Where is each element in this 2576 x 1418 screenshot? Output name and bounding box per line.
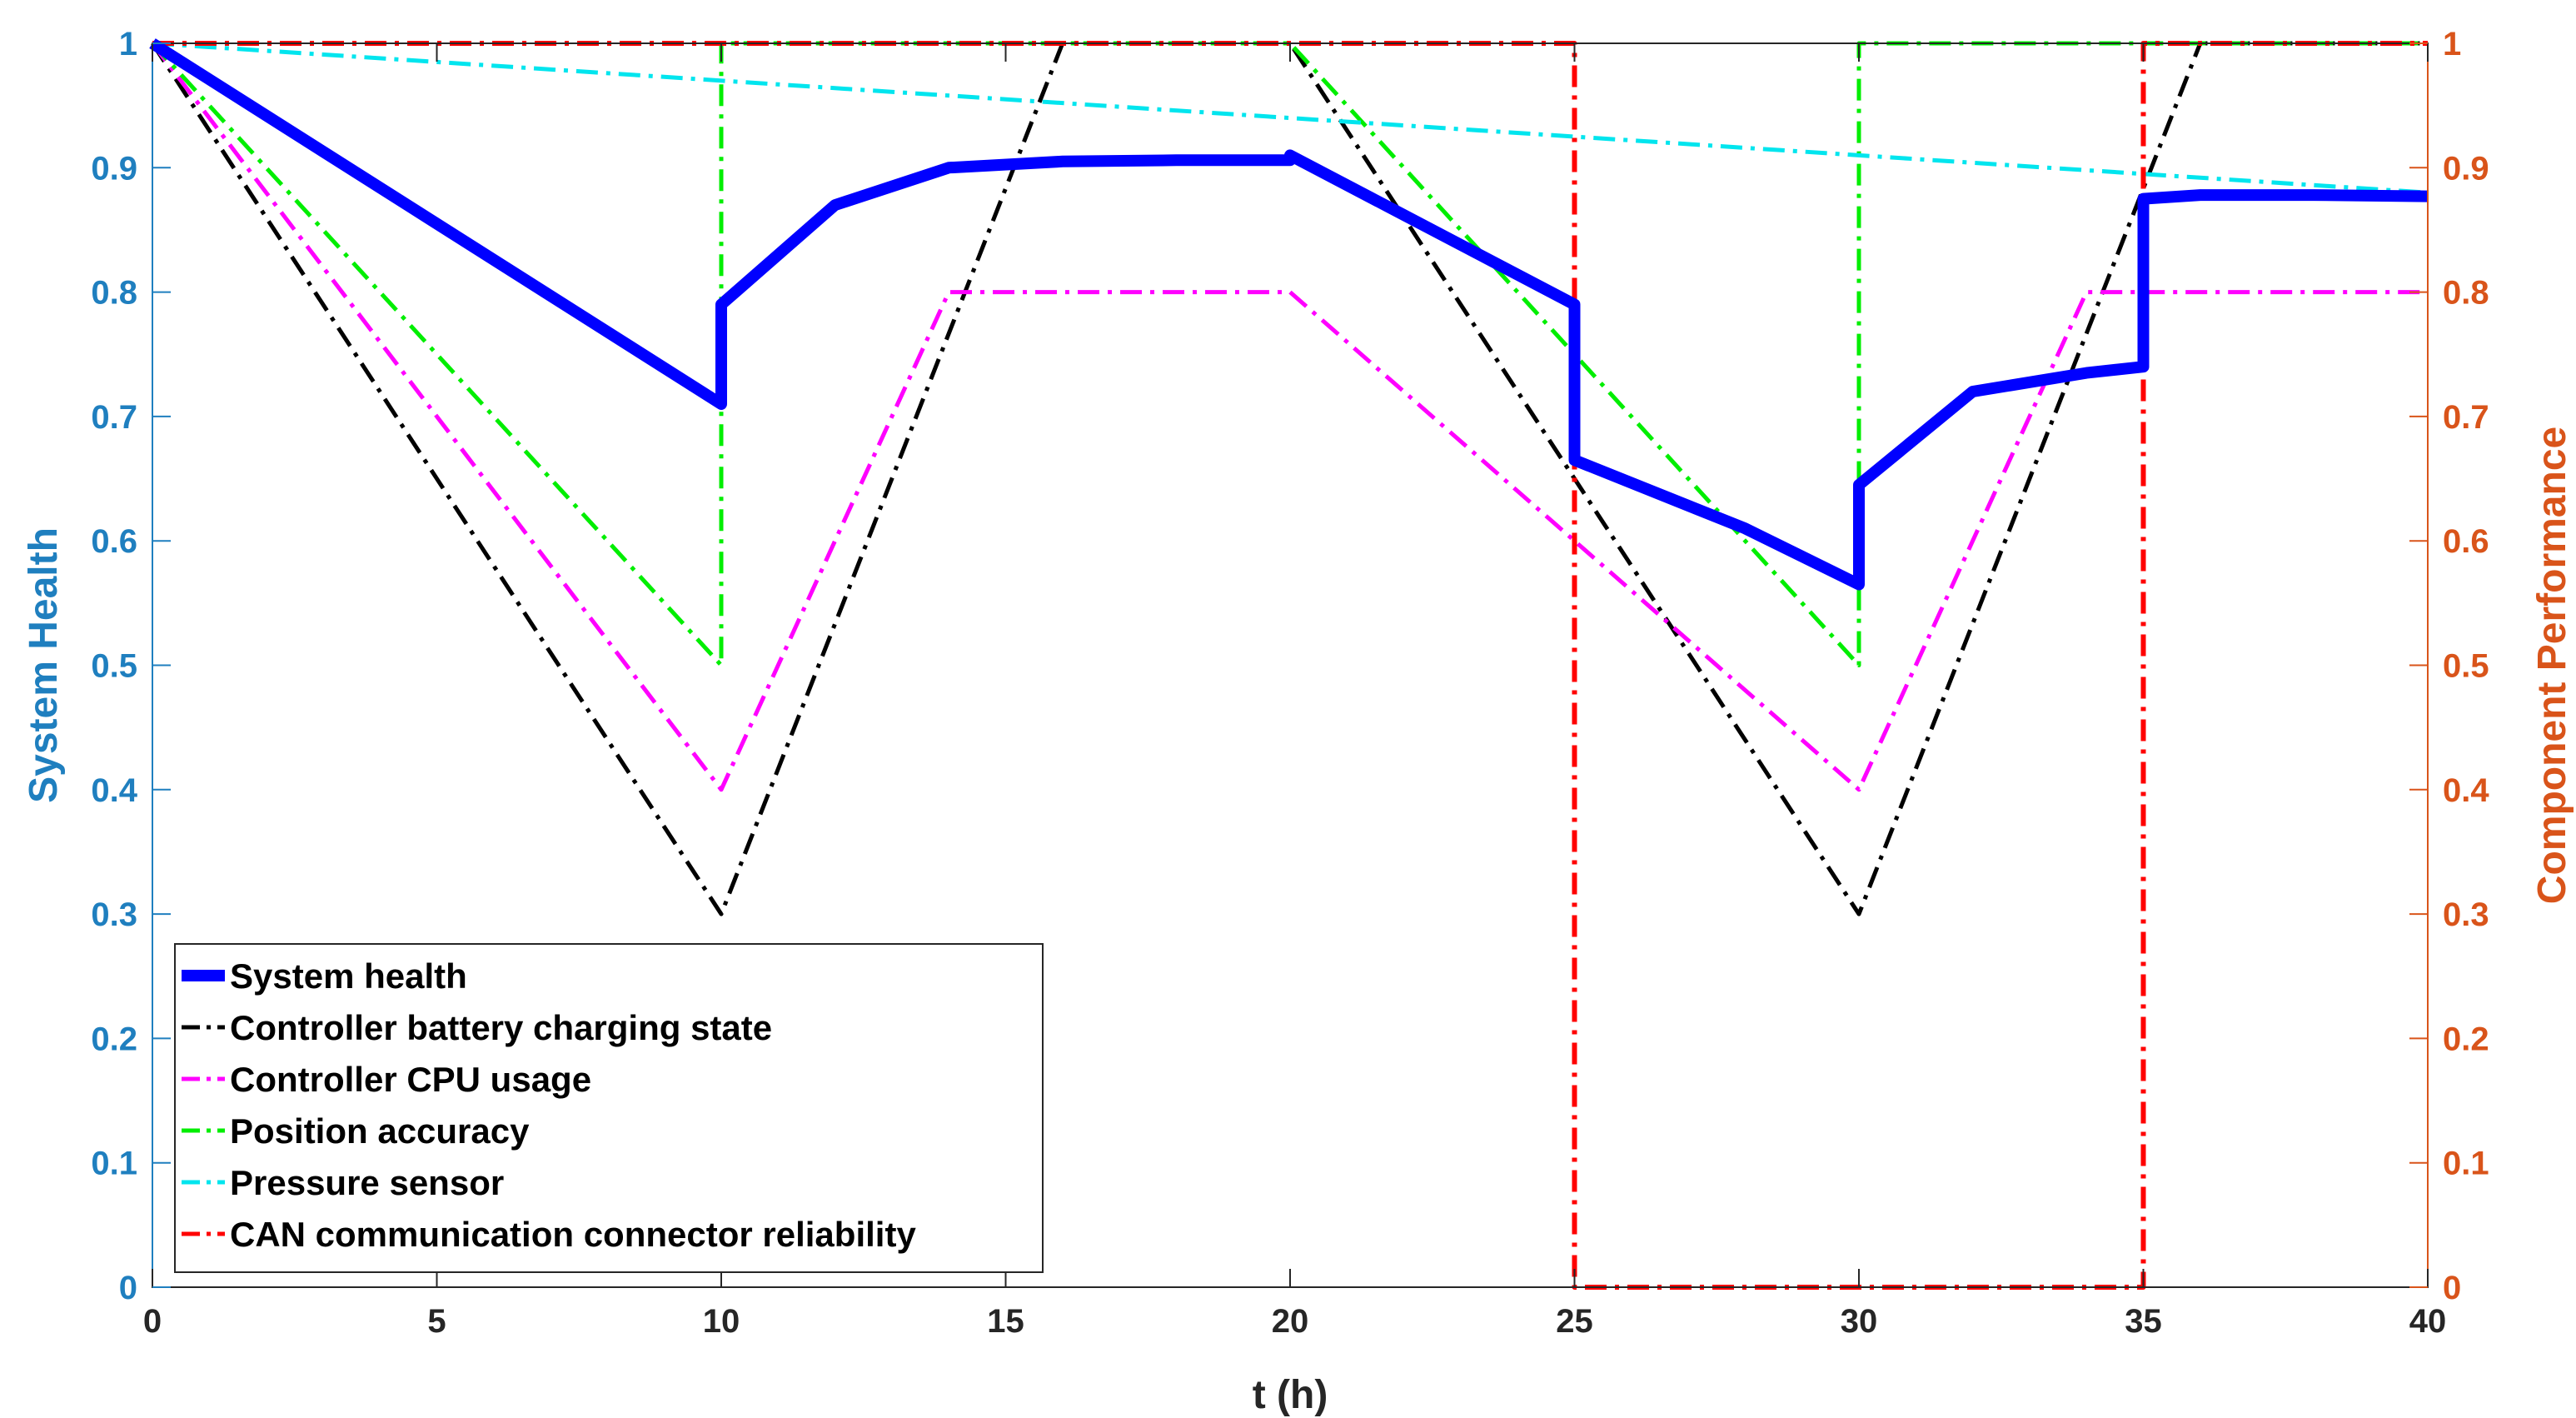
y-left-tick-label: 0 [119,1270,137,1306]
y-left-tick-label: 0.7 [91,399,137,436]
y-left-tick-label: 0.4 [91,772,137,809]
y-left-tick-label: 0.3 [91,896,137,933]
y-right-tick-label: 0 [2443,1270,2461,1306]
legend-entry-label: Pressure sensor [230,1163,504,1202]
legend-entry-label: Controller battery charging state [230,1008,772,1047]
y-right-tick-label: 0.7 [2443,399,2489,436]
y-right-tick-label: 1 [2443,26,2461,62]
y-left-tick-label: 0.2 [91,1021,137,1057]
x-tick-label: 5 [427,1303,446,1340]
legend-entry-label: Position accuracy [230,1111,530,1151]
legend-entry-label: System health [230,956,467,996]
x-tick-label: 35 [2125,1303,2162,1340]
x-tick-label: 15 [987,1303,1024,1340]
x-tick-label: 10 [703,1303,740,1340]
legend: System health Controller battery charging… [174,943,1044,1273]
series-line-controller-cpu-usage [151,42,2428,792]
y-axis-left-label: System Health [22,527,66,803]
y-right-tick-label: 0.9 [2443,150,2489,187]
y-right-tick-label: 0.2 [2443,1021,2489,1057]
x-tick-label: 20 [1272,1303,1309,1340]
y-right-tick-label: 0.4 [2443,772,2489,809]
y-axis-right-label: Component Performance [2530,427,2574,904]
y-left-tick-label: 0.8 [91,275,137,312]
y-left-tick-label: 0.9 [91,150,137,187]
y-right-tick-label: 0.1 [2443,1146,2489,1182]
series-line-system-health [149,38,2429,591]
x-tick-label: 25 [1556,1303,1593,1340]
y-left-tick-label: 1 [119,26,137,62]
x-tick-label: 30 [1841,1303,1878,1340]
x-tick-label: 40 [2409,1303,2447,1340]
x-axis-label: t (h) [1253,1373,1328,1417]
y-left-tick-label: 0.6 [91,523,137,560]
y-left-ticks: 0 0.1 0.2 0.3 0.4 0.5 0.6 0.7 0.8 0.9 1 [91,26,171,1306]
y-left-tick-label: 0.1 [91,1146,137,1182]
x-ticks: 0 5 10 15 20 25 30 35 40 [143,43,2446,1340]
x-tick-label: 0 [143,1303,162,1340]
legend-entry-label: Controller CPU usage [230,1060,591,1099]
y-right-tick-label: 0.5 [2443,648,2489,685]
series-line-pressure-sensor [152,41,2429,195]
legend-box [174,943,1044,1273]
y-right-tick-label: 0.6 [2443,523,2489,560]
y-right-ticks: 0 0.1 0.2 0.3 0.4 0.5 0.6 0.7 0.8 0.9 1 [2409,26,2489,1306]
y-left-tick-label: 0.5 [91,648,137,685]
y-right-tick-label: 0.8 [2443,275,2489,312]
legend-entry-label: CAN communication connector reliability [230,1215,916,1254]
y-right-tick-label: 0.3 [2443,896,2489,933]
